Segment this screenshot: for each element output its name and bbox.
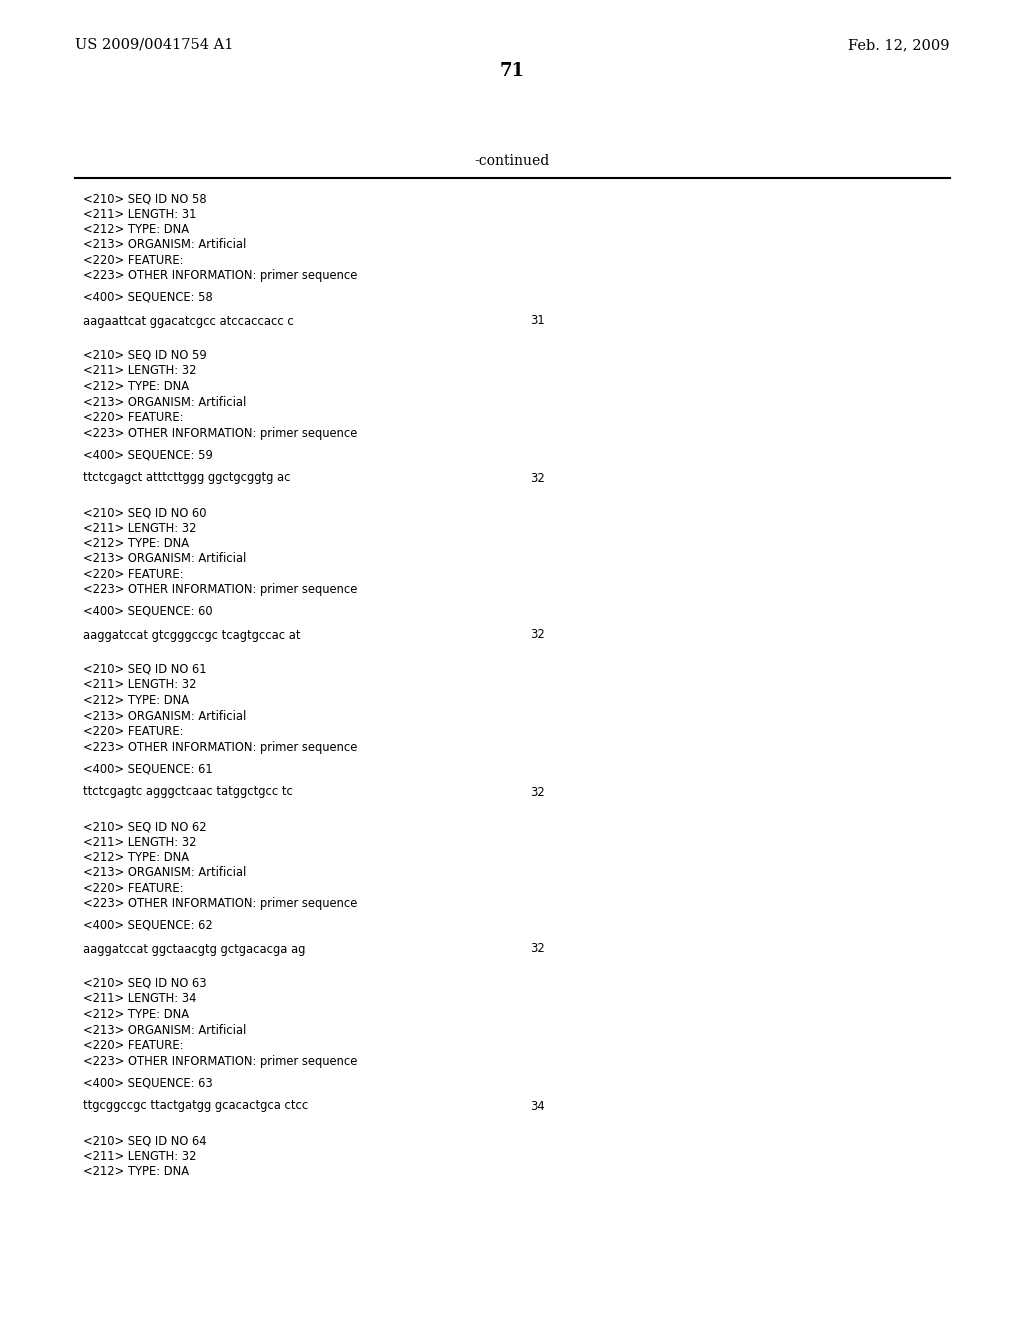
Text: <223> OTHER INFORMATION: primer sequence: <223> OTHER INFORMATION: primer sequence: [83, 269, 357, 282]
Text: <212> TYPE: DNA: <212> TYPE: DNA: [83, 380, 189, 393]
Text: <400> SEQUENCE: 60: <400> SEQUENCE: 60: [83, 605, 213, 618]
Text: 34: 34: [530, 1100, 545, 1113]
Text: <210> SEQ ID NO 64: <210> SEQ ID NO 64: [83, 1134, 207, 1147]
Text: <211> LENGTH: 31: <211> LENGTH: 31: [83, 207, 197, 220]
Text: <223> OTHER INFORMATION: primer sequence: <223> OTHER INFORMATION: primer sequence: [83, 583, 357, 597]
Text: 31: 31: [530, 314, 545, 327]
Text: 32: 32: [530, 628, 545, 642]
Text: <211> LENGTH: 34: <211> LENGTH: 34: [83, 993, 197, 1006]
Text: aaggatccat gtcgggccgc tcagtgccac at: aaggatccat gtcgggccgc tcagtgccac at: [83, 628, 300, 642]
Text: <223> OTHER INFORMATION: primer sequence: <223> OTHER INFORMATION: primer sequence: [83, 898, 357, 911]
Text: ttctcgagct atttcttggg ggctgcggtg ac: ttctcgagct atttcttggg ggctgcggtg ac: [83, 471, 291, 484]
Text: <223> OTHER INFORMATION: primer sequence: <223> OTHER INFORMATION: primer sequence: [83, 741, 357, 754]
Text: <211> LENGTH: 32: <211> LENGTH: 32: [83, 364, 197, 378]
Text: <400> SEQUENCE: 61: <400> SEQUENCE: 61: [83, 762, 213, 775]
Text: <220> FEATURE:: <220> FEATURE:: [83, 1039, 183, 1052]
Text: <400> SEQUENCE: 63: <400> SEQUENCE: 63: [83, 1076, 213, 1089]
Text: <210> SEQ ID NO 61: <210> SEQ ID NO 61: [83, 663, 207, 676]
Text: <212> TYPE: DNA: <212> TYPE: DNA: [83, 694, 189, 708]
Text: aaggatccat ggctaacgtg gctgacacga ag: aaggatccat ggctaacgtg gctgacacga ag: [83, 942, 305, 956]
Text: <212> TYPE: DNA: <212> TYPE: DNA: [83, 1008, 189, 1020]
Text: aagaattcat ggacatcgcc atccaccacc c: aagaattcat ggacatcgcc atccaccacc c: [83, 314, 294, 327]
Text: <210> SEQ ID NO 60: <210> SEQ ID NO 60: [83, 506, 207, 519]
Text: <213> ORGANISM: Artificial: <213> ORGANISM: Artificial: [83, 239, 246, 252]
Text: <220> FEATURE:: <220> FEATURE:: [83, 882, 183, 895]
Text: 71: 71: [500, 62, 524, 81]
Text: <212> TYPE: DNA: <212> TYPE: DNA: [83, 537, 189, 550]
Text: <212> TYPE: DNA: <212> TYPE: DNA: [83, 851, 189, 865]
Text: 32: 32: [530, 942, 545, 956]
Text: <211> LENGTH: 32: <211> LENGTH: 32: [83, 836, 197, 849]
Text: <223> OTHER INFORMATION: primer sequence: <223> OTHER INFORMATION: primer sequence: [83, 1055, 357, 1068]
Text: <220> FEATURE:: <220> FEATURE:: [83, 725, 183, 738]
Text: <220> FEATURE:: <220> FEATURE:: [83, 568, 183, 581]
Text: <210> SEQ ID NO 62: <210> SEQ ID NO 62: [83, 820, 207, 833]
Text: <210> SEQ ID NO 59: <210> SEQ ID NO 59: [83, 348, 207, 362]
Text: <213> ORGANISM: Artificial: <213> ORGANISM: Artificial: [83, 1023, 246, 1036]
Text: <223> OTHER INFORMATION: primer sequence: <223> OTHER INFORMATION: primer sequence: [83, 426, 357, 440]
Text: <220> FEATURE:: <220> FEATURE:: [83, 411, 183, 424]
Text: <212> TYPE: DNA: <212> TYPE: DNA: [83, 1166, 189, 1177]
Text: ttgcggccgc ttactgatgg gcacactgca ctcc: ttgcggccgc ttactgatgg gcacactgca ctcc: [83, 1100, 308, 1113]
Text: 32: 32: [530, 471, 545, 484]
Text: <211> LENGTH: 32: <211> LENGTH: 32: [83, 521, 197, 535]
Text: <400> SEQUENCE: 59: <400> SEQUENCE: 59: [83, 447, 213, 461]
Text: <220> FEATURE:: <220> FEATURE:: [83, 253, 183, 267]
Text: ttctcgagtc agggctcaac tatggctgcc tc: ttctcgagtc agggctcaac tatggctgcc tc: [83, 785, 293, 799]
Text: <210> SEQ ID NO 63: <210> SEQ ID NO 63: [83, 977, 207, 990]
Text: <213> ORGANISM: Artificial: <213> ORGANISM: Artificial: [83, 396, 246, 408]
Text: <210> SEQ ID NO 58: <210> SEQ ID NO 58: [83, 191, 207, 205]
Text: <400> SEQUENCE: 62: <400> SEQUENCE: 62: [83, 919, 213, 932]
Text: <212> TYPE: DNA: <212> TYPE: DNA: [83, 223, 189, 236]
Text: <400> SEQUENCE: 58: <400> SEQUENCE: 58: [83, 290, 213, 304]
Text: <211> LENGTH: 32: <211> LENGTH: 32: [83, 1150, 197, 1163]
Text: <213> ORGANISM: Artificial: <213> ORGANISM: Artificial: [83, 710, 246, 722]
Text: 32: 32: [530, 785, 545, 799]
Text: <213> ORGANISM: Artificial: <213> ORGANISM: Artificial: [83, 553, 246, 565]
Text: Feb. 12, 2009: Feb. 12, 2009: [849, 38, 950, 51]
Text: US 2009/0041754 A1: US 2009/0041754 A1: [75, 38, 233, 51]
Text: -continued: -continued: [474, 154, 550, 168]
Text: <211> LENGTH: 32: <211> LENGTH: 32: [83, 678, 197, 692]
Text: <213> ORGANISM: Artificial: <213> ORGANISM: Artificial: [83, 866, 246, 879]
